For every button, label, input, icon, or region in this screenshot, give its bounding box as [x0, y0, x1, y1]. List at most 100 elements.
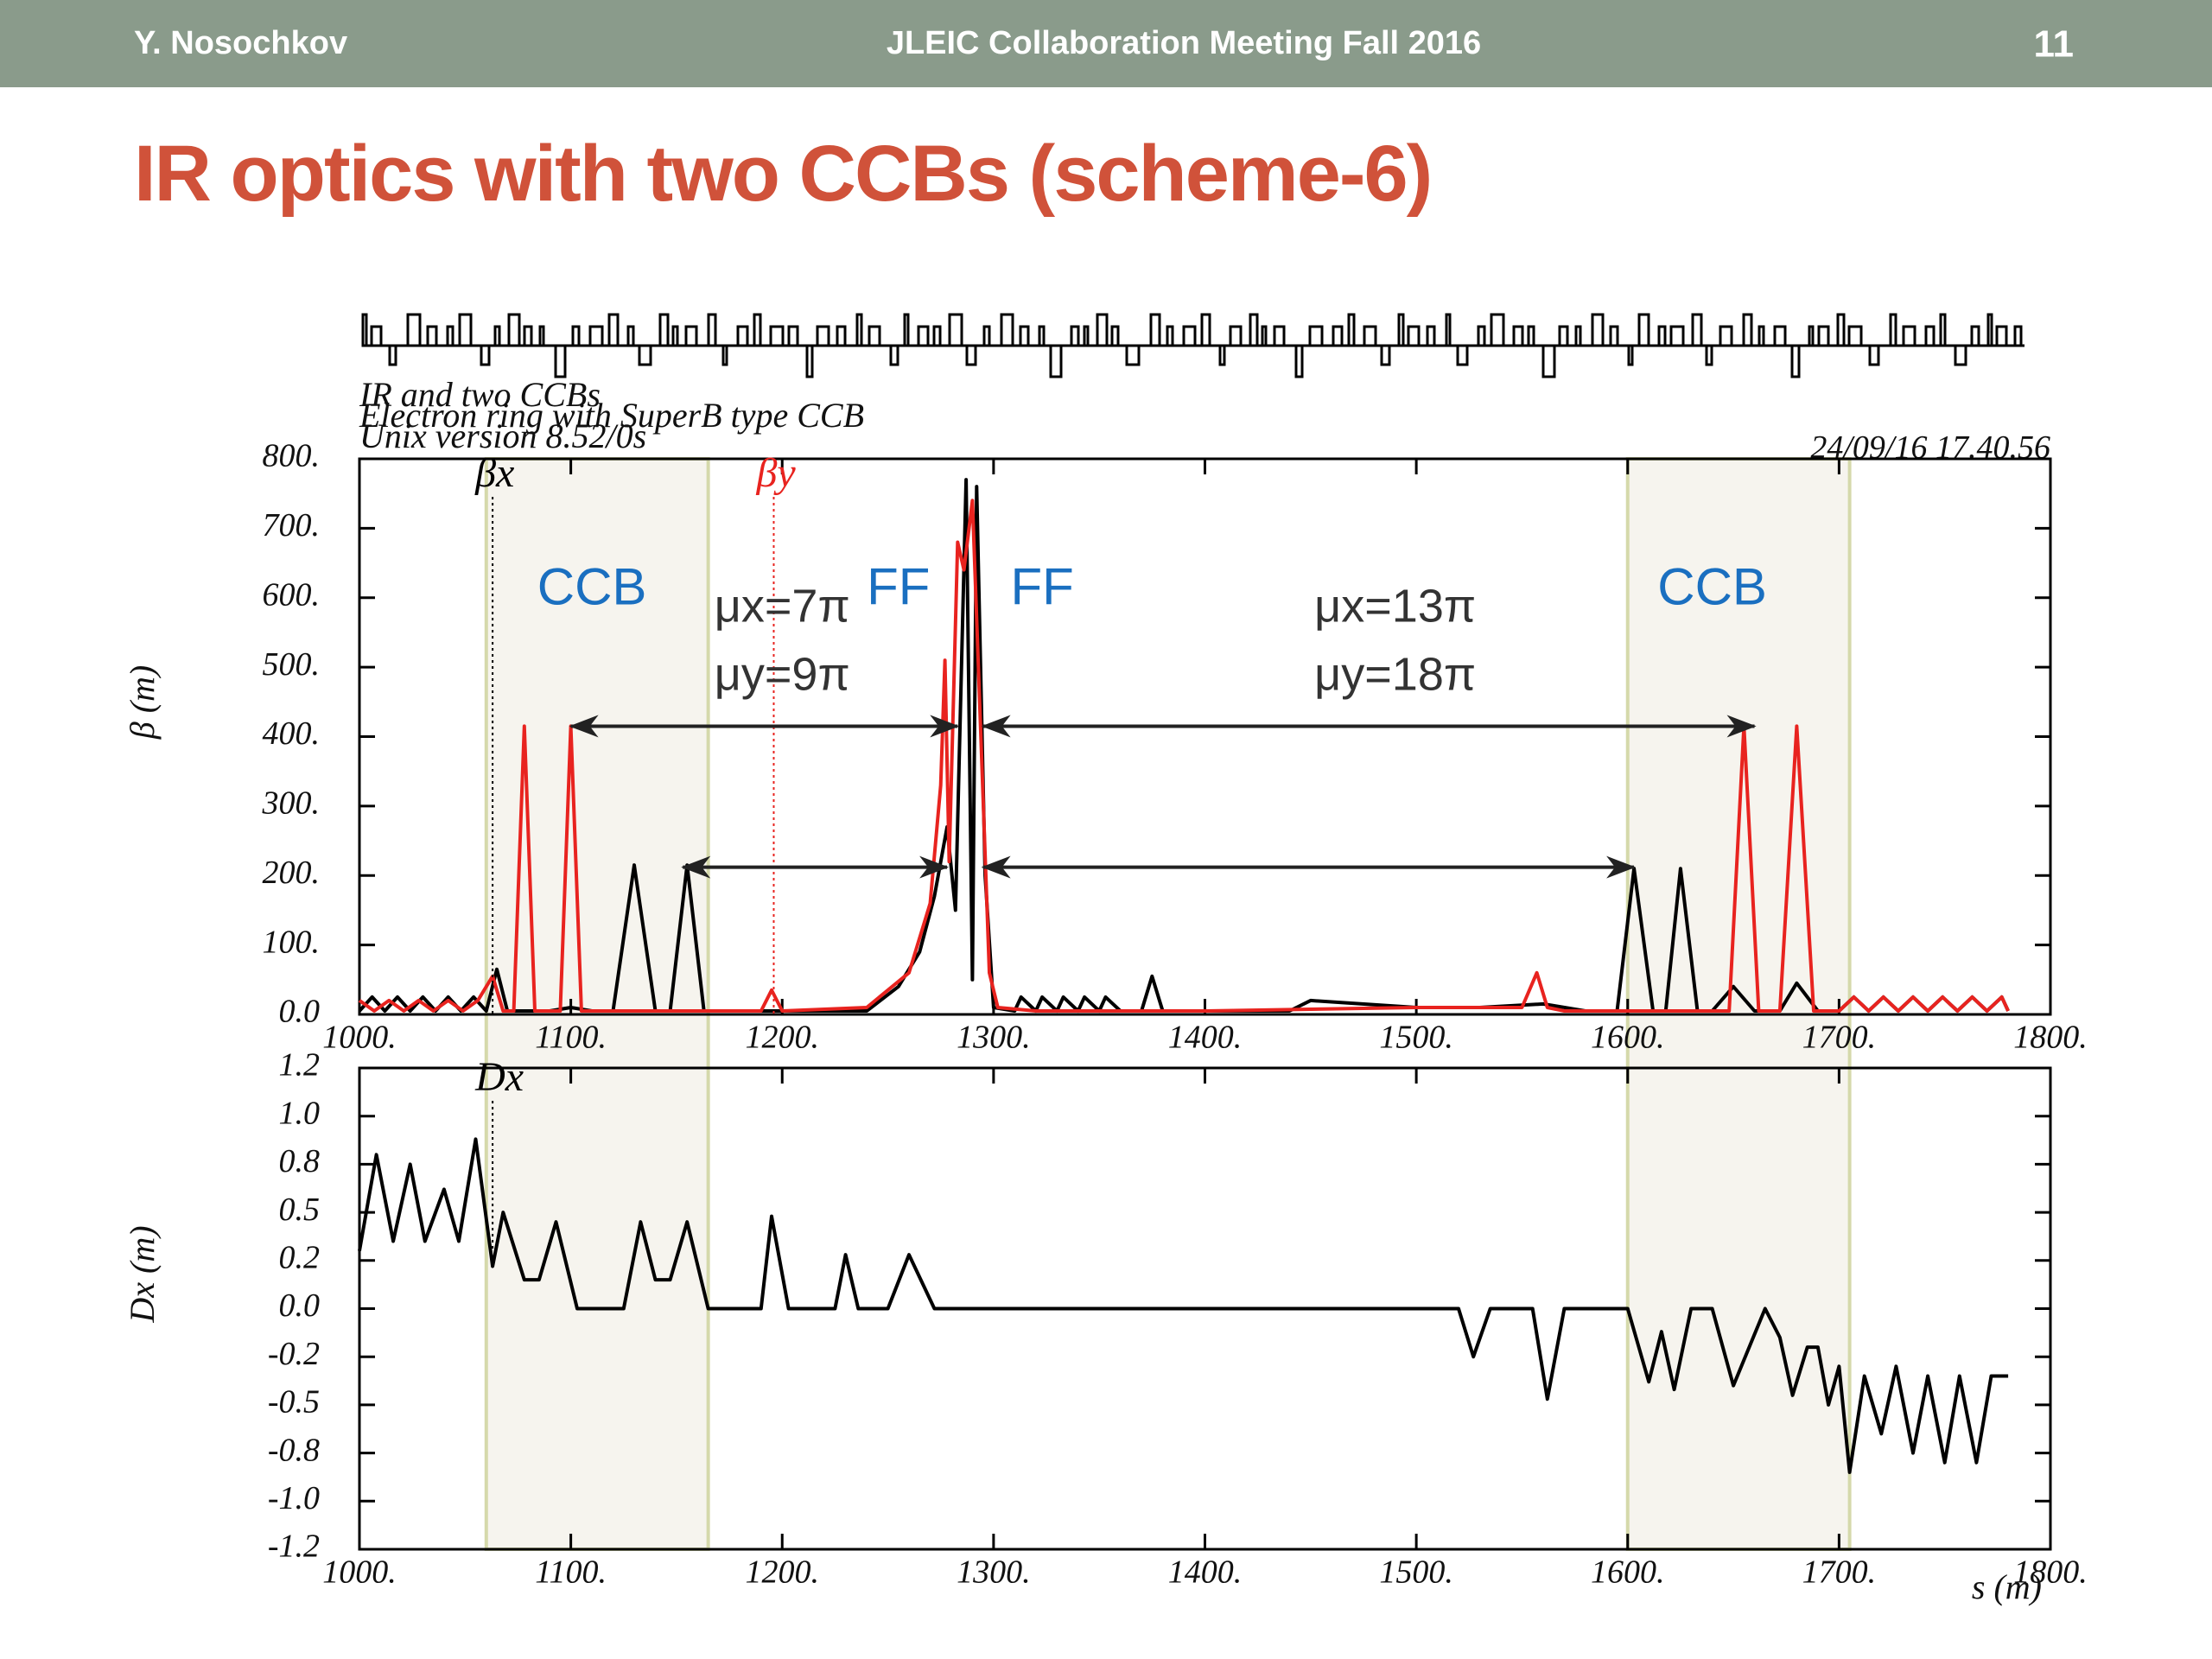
meeting: JLEIC Collaboration Meeting Fall 2016 [887, 25, 1481, 61]
lattice-element [1200, 313, 1211, 347]
x-tick-label: 1100. [535, 1020, 607, 1056]
x-tick-label: 1800. [2013, 1020, 2088, 1056]
lattice-element [1773, 325, 1787, 347]
lattice-element [1637, 313, 1650, 347]
lattice-element [1149, 313, 1161, 347]
lattice-element [1657, 325, 1667, 347]
page-number: 11 [2033, 23, 2074, 66]
annotation: FF [1010, 558, 1073, 616]
lattice-element [1836, 313, 1846, 347]
lattice-element [361, 313, 368, 347]
y-tick-label: 1.2 [279, 1047, 321, 1084]
lattice-element [1902, 325, 1916, 347]
header-bar [0, 0, 2212, 87]
y-tick-label: -1.2 [268, 1529, 320, 1565]
y-tick-label: 400. [263, 715, 321, 752]
lattice-element [1426, 325, 1436, 347]
lattice-element [1609, 325, 1619, 347]
lattice-element [1669, 325, 1685, 347]
lattice-element [1541, 344, 1556, 378]
lattice-element [1970, 325, 1980, 347]
lattice-element [571, 325, 581, 347]
lattice-element [1397, 313, 1405, 347]
lattice-element [458, 313, 473, 347]
lattice-element [1332, 325, 1344, 347]
y-tick-label: -0.2 [268, 1336, 320, 1372]
annotation: μx=7π [715, 581, 850, 632]
lattice-element [1249, 313, 1259, 347]
y-axis-label: Dx (m) [123, 1225, 162, 1323]
lattice-element [2013, 325, 2023, 347]
x-tick-label: 1000. [322, 1020, 397, 1056]
y-tick-label: 0.0 [279, 994, 321, 1030]
lattice-element [1477, 325, 1486, 347]
lattice-element [1083, 325, 1090, 347]
y-tick-label: -0.8 [268, 1432, 320, 1468]
lattice-element [948, 313, 963, 347]
annotation: μy=9π [715, 648, 850, 700]
lattice-element [1261, 325, 1268, 347]
lattice-element [982, 325, 991, 347]
lattice-element [626, 325, 635, 347]
lattice-element [507, 313, 521, 347]
annotation: μy=18π [1314, 648, 1476, 700]
lattice-element [1229, 325, 1243, 347]
lattice-element [1817, 325, 1830, 347]
lattice-element [736, 325, 749, 347]
lattice-element [480, 344, 491, 366]
y-tick-label: 500. [263, 646, 321, 683]
y-tick-label: 300. [262, 785, 321, 822]
y-tick-label: 200. [263, 855, 321, 891]
lattice-element [1049, 344, 1063, 378]
ccb-region [1625, 457, 1852, 1551]
lattice-element [1719, 325, 1733, 347]
annotation: μx=13π [1314, 581, 1476, 632]
x-axis-label: s (m) [1972, 1567, 2042, 1606]
x-tick-label: 1100. [535, 1554, 607, 1591]
lattice-element [1182, 325, 1197, 347]
lattice-element [1166, 325, 1174, 347]
y-tick-label: 1.0 [279, 1095, 321, 1131]
lattice-element [1294, 344, 1304, 378]
lattice-element [638, 344, 652, 366]
lattice-element [1490, 313, 1505, 347]
lattice-element [1591, 313, 1605, 347]
lattice-element [1808, 325, 1815, 347]
lattice-element [1742, 313, 1753, 347]
lattice-element [1558, 325, 1569, 347]
y-tick-label: 0.5 [279, 1192, 321, 1228]
x-tick-label: 1300. [957, 1020, 1031, 1056]
lattice-element [607, 313, 620, 347]
lattice-element [658, 313, 670, 347]
lattice-element [816, 325, 830, 347]
lattice-element [707, 313, 717, 347]
lattice-element [671, 325, 679, 347]
x-tick-label: 1700. [1802, 1020, 1877, 1056]
lattice-element [1445, 313, 1452, 347]
lattice-element [1986, 313, 1993, 347]
lattice-element [868, 325, 881, 347]
lattice-element [1347, 313, 1356, 347]
series-line [358, 499, 2010, 1013]
timestamp: 24/09/16 17.40.56 [1810, 429, 2050, 466]
legend-label: Dx [474, 1054, 524, 1100]
highlight-layer [484, 457, 1852, 1551]
lattice-element [1758, 325, 1765, 347]
x-tick-label: 1700. [1802, 1554, 1877, 1591]
y-tick-label: 700. [263, 507, 321, 543]
x-tick-label: 1500. [1379, 1554, 1453, 1591]
lattice-element [836, 325, 847, 347]
lattice-element [1868, 344, 1880, 366]
lattice-element [1995, 325, 2008, 347]
lattice-element [388, 344, 397, 366]
lattice-element [1691, 313, 1703, 347]
lattice-element [1070, 325, 1080, 347]
lattice-element [1456, 344, 1469, 366]
x-tick-label: 1200. [746, 1554, 820, 1591]
annotation: CCB [1657, 558, 1767, 616]
lattice-element [932, 325, 942, 347]
y-tick-label: 0.8 [279, 1143, 321, 1179]
y-axis-label: β (m) [123, 665, 162, 740]
